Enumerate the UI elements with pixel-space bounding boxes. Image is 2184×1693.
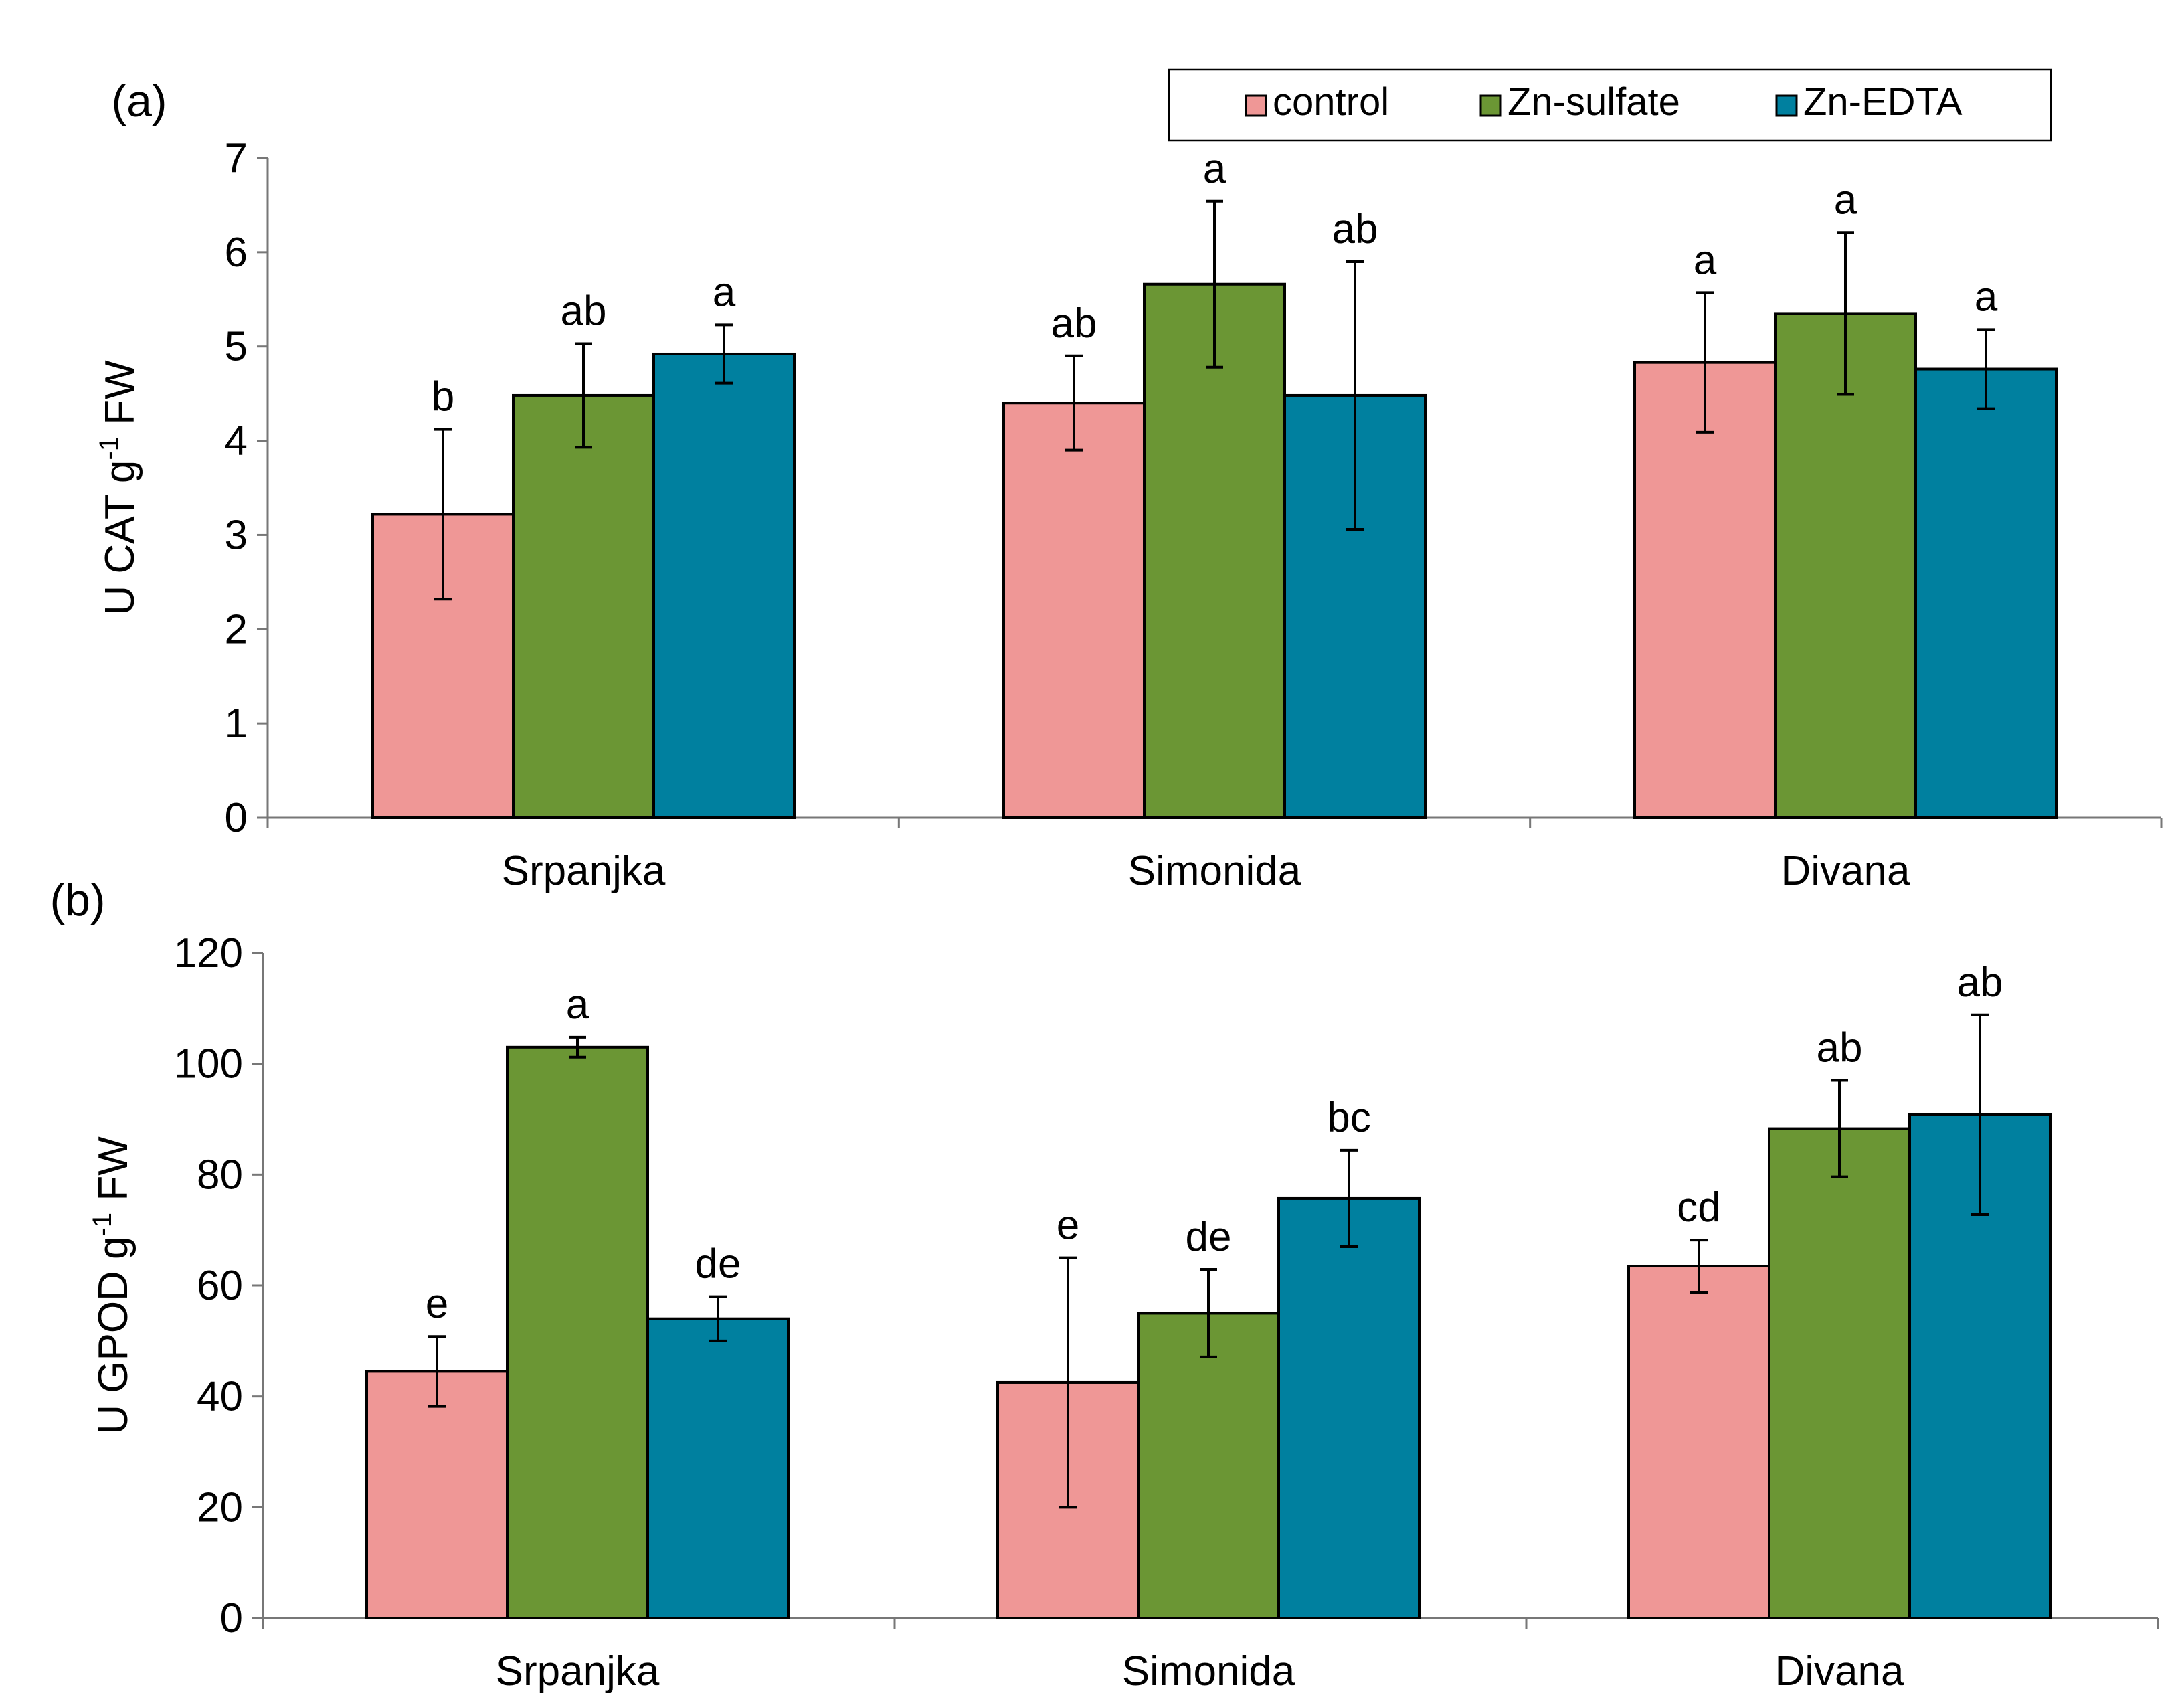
x-category-label-simonida: Simonida bbox=[1128, 848, 1301, 894]
bar-control-divana bbox=[1633, 361, 1777, 819]
y-tick-label: 7 bbox=[225, 135, 248, 181]
chart-panel-b: (b) 0 20 40 60 80 100 120 U GPOD g-1 FW Srpanjka e… bbox=[50, 875, 2159, 1693]
significance-letter: ab bbox=[1957, 960, 2003, 1006]
chart-panel-a: (a) 0 1 2 3 4 5 6 7 U CAT g-1 FW Srpanjka b ab a Simon… bbox=[94, 76, 2163, 894]
bar-zn-sulfate-srpanjka bbox=[512, 393, 655, 819]
y-tick-label: 3 bbox=[225, 512, 248, 558]
x-category-label-divana: Divana bbox=[1781, 848, 1911, 894]
legend-frame bbox=[1168, 68, 2052, 142]
significance-letter: cd bbox=[1677, 1184, 1720, 1231]
bar-zn-edta-srpanjka bbox=[646, 1317, 790, 1619]
bar-zn-sulfate-simonida bbox=[1143, 282, 1286, 819]
significance-letter: b bbox=[432, 374, 454, 420]
significance-letter: a bbox=[1834, 177, 1857, 223]
significance-letter: a bbox=[713, 269, 736, 315]
y-tick-label: 2 bbox=[225, 606, 248, 652]
y-tick-label: 1 bbox=[225, 701, 248, 747]
y-tick-label: 6 bbox=[225, 230, 248, 276]
legend-swatch-zn-edta bbox=[1775, 94, 1798, 117]
legend-swatch-zn-sulfate bbox=[1479, 94, 1502, 117]
y-axis-title-sup: -1 bbox=[94, 436, 124, 460]
y-axis-title-sup: -1 bbox=[88, 1213, 117, 1237]
x-category-label-srpanjka: Srpanjka bbox=[496, 1648, 660, 1693]
significance-letter: ab bbox=[1332, 206, 1378, 252]
y-axis-title-tail: FW bbox=[90, 1136, 136, 1213]
bar-zn-edta-simonida bbox=[1277, 1196, 1421, 1619]
significance-letter: a bbox=[1975, 274, 1998, 320]
significance-letter: ab bbox=[1051, 300, 1097, 347]
bar-zn-edta-divana bbox=[1914, 367, 2058, 819]
legend-label-zn-sulfate: Zn-sulfate bbox=[1508, 80, 1680, 124]
legend-swatch-control bbox=[1245, 94, 1267, 117]
y-tick-label: 20 bbox=[197, 1484, 243, 1530]
x-category-label-srpanjka: Srpanjka bbox=[502, 848, 666, 894]
x-category-label-divana: Divana bbox=[1775, 1648, 1905, 1693]
y-tick-label: 120 bbox=[174, 930, 243, 976]
significance-letter: a bbox=[1203, 146, 1226, 192]
y-tick-label: 5 bbox=[225, 324, 248, 370]
significance-letter: de bbox=[695, 1241, 741, 1287]
y-axis-title-main: U GPOD g bbox=[90, 1236, 136, 1434]
significance-letter: a bbox=[566, 982, 589, 1028]
bar-zn-edta-srpanjka bbox=[652, 352, 796, 819]
significance-letter: bc bbox=[1327, 1095, 1370, 1141]
y-tick-label: 80 bbox=[197, 1152, 243, 1198]
bar-control-srpanjka bbox=[365, 1370, 509, 1619]
legend-label-zn-edta: Zn-EDTA bbox=[1803, 80, 1963, 124]
y-tick-label: 4 bbox=[225, 418, 248, 464]
y-tick-label: 100 bbox=[174, 1041, 243, 1087]
bar-zn-sulfate-divana bbox=[1768, 1127, 1911, 1619]
y-tick-label: 40 bbox=[197, 1374, 243, 1420]
significance-letter: a bbox=[1694, 237, 1717, 283]
significance-letter: e bbox=[426, 1281, 448, 1327]
significance-letter: de bbox=[1186, 1214, 1232, 1260]
y-axis-title: U CAT g-1 FW bbox=[94, 360, 143, 616]
panel-label: (a) bbox=[111, 76, 167, 126]
bar-control-divana bbox=[1627, 1265, 1770, 1619]
bar-zn-sulfate-simonida bbox=[1137, 1312, 1280, 1619]
panel-label: (b) bbox=[50, 875, 105, 925]
significance-letter: e bbox=[1057, 1202, 1079, 1249]
y-tick-label: 0 bbox=[225, 795, 248, 841]
y-tick-label: 60 bbox=[197, 1263, 243, 1309]
legend: control Zn-sulfate Zn-EDTA bbox=[1168, 68, 2052, 142]
significance-letter: ab bbox=[1817, 1025, 1863, 1071]
x-category-label-simonida: Simonida bbox=[1122, 1648, 1295, 1693]
bar-control-simonida bbox=[1002, 402, 1146, 819]
y-axis-title: U GPOD g-1 FW bbox=[88, 1136, 136, 1435]
bar-zn-sulfate-srpanjka bbox=[506, 1045, 649, 1619]
legend-label-control: control bbox=[1273, 80, 1389, 124]
significance-letter: ab bbox=[561, 288, 607, 334]
y-axis-title-tail: FW bbox=[97, 360, 143, 436]
y-axis-title-main: U CAT g bbox=[97, 460, 143, 616]
y-tick-label: 0 bbox=[220, 1595, 243, 1641]
